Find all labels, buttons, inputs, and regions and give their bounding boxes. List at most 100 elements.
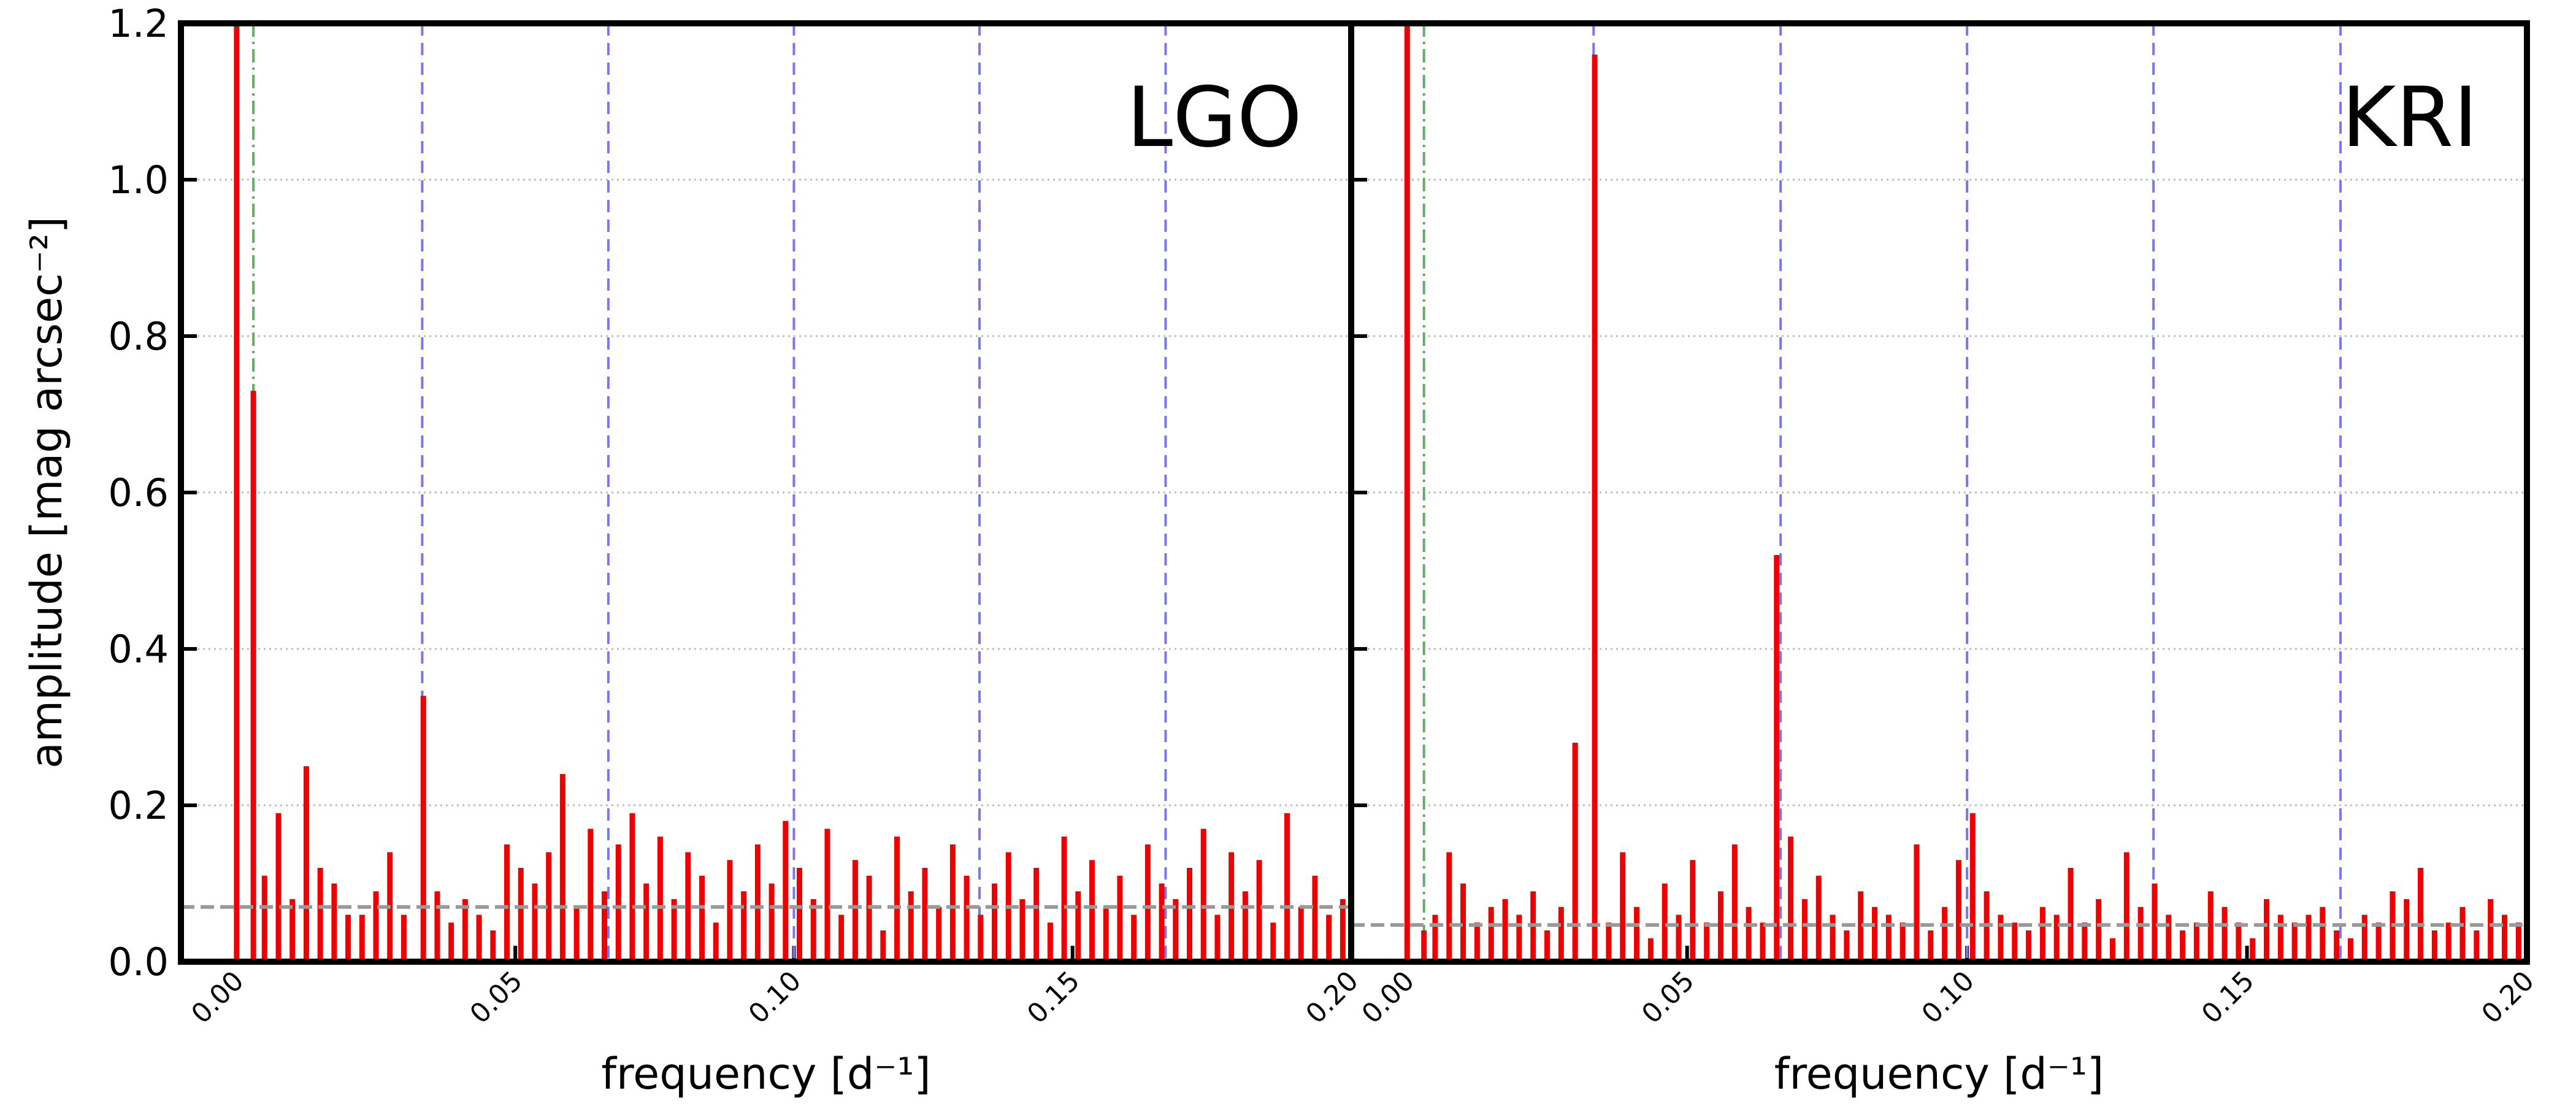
bar <box>1033 868 1040 962</box>
panel: 0.0 0.2 0.4 0.6 0.8 1.0 1.2 0.00 0.05 0.10 0.15 0.2… <box>21 1 1365 1099</box>
bar <box>532 883 538 962</box>
bar <box>1502 899 1508 962</box>
bar <box>2193 922 2199 962</box>
bar <box>1872 907 1878 962</box>
bar <box>2180 930 2186 962</box>
bar <box>345 914 351 962</box>
y-axis-label: amplitude [mag arcsec⁻²] <box>21 217 72 769</box>
bar <box>1516 914 1522 962</box>
x-tick-label: 0.15 <box>2196 965 2260 1030</box>
bar <box>1858 891 1864 962</box>
panel-label: LGO <box>1127 69 1302 166</box>
bar <box>2320 907 2326 962</box>
bar <box>1558 907 1564 962</box>
bar <box>2236 922 2242 962</box>
bar <box>838 914 845 962</box>
bar <box>1298 907 1304 962</box>
panel: 0.00 0.05 0.10 0.15 0.20 KRI frequency [d⁻¹] <box>1348 20 2540 1099</box>
bar <box>1326 914 1332 962</box>
bar <box>949 844 956 962</box>
bar <box>699 875 705 962</box>
bar <box>727 860 733 962</box>
bar <box>1446 852 1452 962</box>
bar <box>2291 922 2298 962</box>
bar <box>2152 883 2158 962</box>
bar <box>2221 907 2228 962</box>
bar <box>359 914 365 962</box>
bar <box>317 868 323 962</box>
bar <box>2404 899 2410 962</box>
y-tick-label: 0.2 <box>108 783 169 828</box>
bar <box>754 844 761 962</box>
bar <box>2166 914 2172 962</box>
bar <box>1704 922 1710 962</box>
bar <box>866 875 872 962</box>
bar <box>490 930 496 962</box>
bar <box>588 829 594 962</box>
bar <box>1955 860 1961 962</box>
y-tick-label: 1.0 <box>108 158 169 202</box>
bar <box>1647 938 1654 962</box>
bar <box>1731 844 1738 962</box>
bar <box>2137 907 2144 962</box>
x-tick-label: 0.05 <box>464 965 529 1030</box>
bar <box>1928 930 1934 962</box>
bar <box>2306 914 2312 962</box>
bar <box>1173 899 1179 962</box>
x-tick-label: 0.00 <box>1356 965 1420 1030</box>
y-tick-label: 0.8 <box>108 314 169 359</box>
bar <box>1284 813 1290 962</box>
bar <box>2515 922 2521 962</box>
x-tick-label: 0.10 <box>743 965 807 1030</box>
bar <box>1404 23 1410 962</box>
bar <box>1340 899 1346 962</box>
bar <box>643 883 650 962</box>
bar <box>629 813 635 962</box>
bar <box>2418 868 2424 962</box>
y-tick-label: 0.6 <box>108 470 169 515</box>
bar <box>2474 930 2480 962</box>
bar <box>573 907 580 962</box>
bar <box>2250 938 2256 962</box>
bar <box>261 875 267 962</box>
bar <box>1746 907 1752 962</box>
x-tick-label: 0.15 <box>1021 965 1086 1030</box>
bar <box>2082 922 2088 962</box>
bar <box>1131 914 1137 962</box>
bar <box>2277 914 2283 962</box>
axes-frame <box>1348 20 2530 965</box>
bar <box>2026 930 2032 962</box>
bar <box>1815 875 1822 962</box>
bar <box>1914 844 1920 962</box>
bar <box>657 837 663 962</box>
bar <box>1676 914 1682 962</box>
bar <box>1432 914 1438 962</box>
bar <box>1312 875 1318 962</box>
y-tick-label: 1.2 <box>108 1 169 46</box>
bar <box>2123 852 2129 962</box>
bar <box>401 914 407 962</box>
bar <box>420 696 426 962</box>
bar <box>476 914 482 962</box>
bar <box>2096 899 2102 962</box>
bar <box>448 922 454 962</box>
bar <box>1899 922 1906 962</box>
bar <box>797 868 803 962</box>
bar <box>1117 875 1123 962</box>
bar <box>783 821 789 962</box>
bar <box>1969 813 1976 962</box>
bar <box>2459 907 2466 962</box>
bar <box>462 899 468 962</box>
bar <box>2445 922 2451 962</box>
bar <box>1942 907 1948 962</box>
bar <box>1488 907 1494 962</box>
bar <box>1830 914 1836 962</box>
bar <box>2347 938 2353 962</box>
bar <box>2361 914 2367 962</box>
bar <box>1788 837 1794 962</box>
bar <box>2068 868 2074 962</box>
bar <box>1620 852 1626 962</box>
bar <box>602 891 608 962</box>
